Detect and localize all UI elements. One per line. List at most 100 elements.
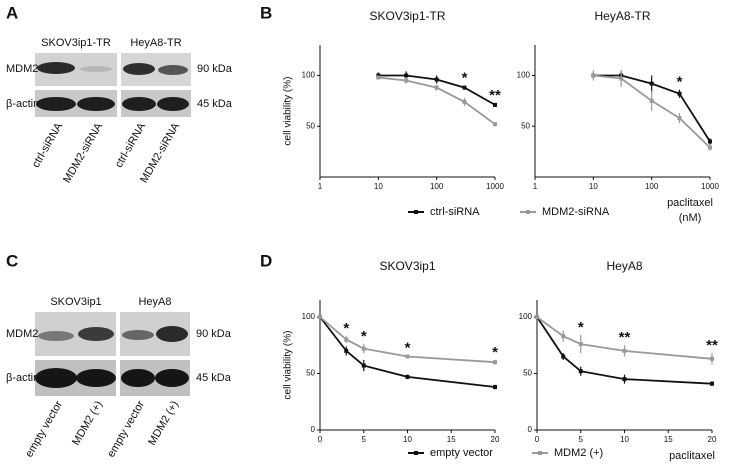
legend-label: MDM2 (+) bbox=[554, 447, 603, 459]
blot-row-label: β-actin bbox=[6, 372, 39, 384]
data-point bbox=[361, 346, 366, 351]
data-point bbox=[578, 342, 583, 347]
significance-mark: * bbox=[677, 74, 683, 91]
data-point bbox=[578, 369, 583, 374]
panel-label: A bbox=[6, 3, 18, 22]
chart-title: SKOV3ip1-TR bbox=[369, 9, 445, 23]
data-point bbox=[493, 122, 497, 127]
y-tick-label: 100 bbox=[517, 71, 531, 80]
blot-row-label: MDM2 bbox=[6, 63, 38, 75]
panel-label: C bbox=[6, 251, 18, 270]
x-axis-label: paclitaxel bbox=[667, 197, 713, 209]
legend-marker bbox=[414, 451, 418, 455]
y-axis-label: cell viability (%) bbox=[283, 331, 294, 400]
data-point bbox=[708, 139, 712, 144]
x-tick-label: 1000 bbox=[701, 182, 719, 191]
significance-mark: * bbox=[361, 328, 367, 345]
y-tick-label: 100 bbox=[302, 312, 316, 321]
y-axis-label: cell viability (%) bbox=[283, 77, 294, 146]
legend-marker bbox=[526, 210, 530, 214]
chart-title: SKOV3ip1 bbox=[379, 259, 435, 273]
legend-label: empty vector bbox=[430, 447, 493, 459]
chart-title: HeyA8-TR bbox=[594, 9, 650, 23]
legend-marker bbox=[538, 451, 542, 455]
blot-group-label: SKOV3ip1-TR bbox=[41, 37, 111, 49]
x-tick-label: 15 bbox=[447, 435, 456, 444]
data-point bbox=[708, 145, 712, 150]
data-point bbox=[434, 77, 439, 82]
lane-label: MDM2-siRNA bbox=[61, 120, 105, 185]
x-tick-label: 5 bbox=[362, 435, 367, 444]
x-axis-label: (nM) bbox=[681, 465, 704, 466]
blot-size-label: 45 kDa bbox=[197, 98, 233, 110]
legend-label: ctrl-siRNA bbox=[430, 206, 480, 218]
significance-mark: * bbox=[343, 320, 349, 337]
x-tick-label: 15 bbox=[664, 435, 673, 444]
x-tick-label: 100 bbox=[430, 182, 444, 191]
data-point bbox=[619, 76, 624, 81]
y-tick-label: 50 bbox=[523, 369, 532, 378]
chart-title: HeyA8 bbox=[606, 259, 642, 273]
data-point bbox=[649, 81, 654, 86]
legend-label: MDM2-siRNA bbox=[542, 206, 610, 218]
significance-mark: * bbox=[405, 339, 411, 356]
lane-label: ctrl-siRNA bbox=[113, 120, 148, 169]
data-point bbox=[361, 363, 366, 368]
y-tick-label: 0 bbox=[311, 425, 316, 434]
data-point bbox=[677, 116, 682, 121]
x-tick-label: 10 bbox=[374, 182, 383, 191]
blot-group-label: HeyA8-TR bbox=[130, 37, 181, 49]
lane-label: MDM2 (+) bbox=[70, 399, 105, 448]
x-tick-label: 10 bbox=[620, 435, 629, 444]
x-tick-label: 20 bbox=[708, 435, 717, 444]
lane-label: empty vector bbox=[23, 399, 65, 460]
x-axis-label: (nM) bbox=[679, 212, 702, 224]
x-tick-label: 5 bbox=[579, 435, 584, 444]
significance-mark: * bbox=[462, 70, 468, 87]
data-point bbox=[561, 354, 566, 359]
blot-size-label: 90 kDa bbox=[196, 328, 232, 340]
x-axis-label: paclitaxel bbox=[669, 450, 715, 462]
lane-label: empty vector bbox=[105, 399, 147, 460]
data-point bbox=[493, 102, 497, 107]
data-point bbox=[344, 337, 349, 342]
data-point bbox=[677, 91, 682, 96]
x-tick-label: 1 bbox=[533, 182, 538, 191]
data-point bbox=[462, 99, 467, 104]
x-tick-label: 0 bbox=[535, 435, 540, 444]
x-tick-label: 20 bbox=[491, 435, 500, 444]
data-point bbox=[493, 360, 497, 365]
blot-group-label: SKOV3ip1 bbox=[50, 296, 101, 308]
data-point bbox=[462, 85, 467, 90]
y-tick-label: 50 bbox=[521, 121, 530, 130]
blot-c bbox=[35, 312, 190, 396]
x-tick-label: 10 bbox=[403, 435, 412, 444]
x-tick-label: 1000 bbox=[486, 182, 504, 191]
data-point bbox=[404, 78, 409, 83]
y-tick-label: 50 bbox=[306, 121, 315, 130]
data-point bbox=[561, 334, 566, 339]
y-tick-label: 100 bbox=[519, 312, 533, 321]
blot-size-label: 45 kDa bbox=[196, 372, 232, 384]
panel-label: D bbox=[260, 251, 272, 270]
blot-row-label: β-actin bbox=[6, 98, 39, 110]
x-tick-label: 10 bbox=[589, 182, 598, 191]
data-point bbox=[493, 385, 497, 390]
blot-a bbox=[35, 53, 191, 117]
significance-mark: ** bbox=[706, 337, 718, 354]
data-point bbox=[622, 377, 627, 382]
significance-mark: * bbox=[578, 319, 584, 336]
data-point bbox=[318, 314, 322, 319]
blot-size-label: 90 kDa bbox=[197, 63, 233, 75]
data-point bbox=[434, 85, 439, 90]
series-line bbox=[378, 76, 496, 125]
lane-label: ctrl-siRNA bbox=[30, 120, 65, 169]
significance-mark: ** bbox=[619, 329, 631, 346]
x-tick-label: 1 bbox=[318, 182, 323, 191]
data-point bbox=[376, 75, 381, 80]
data-point bbox=[405, 354, 410, 359]
blot-group-label: HeyA8 bbox=[138, 296, 171, 308]
x-tick-label: 0 bbox=[318, 435, 323, 444]
panel-label: B bbox=[260, 3, 272, 22]
